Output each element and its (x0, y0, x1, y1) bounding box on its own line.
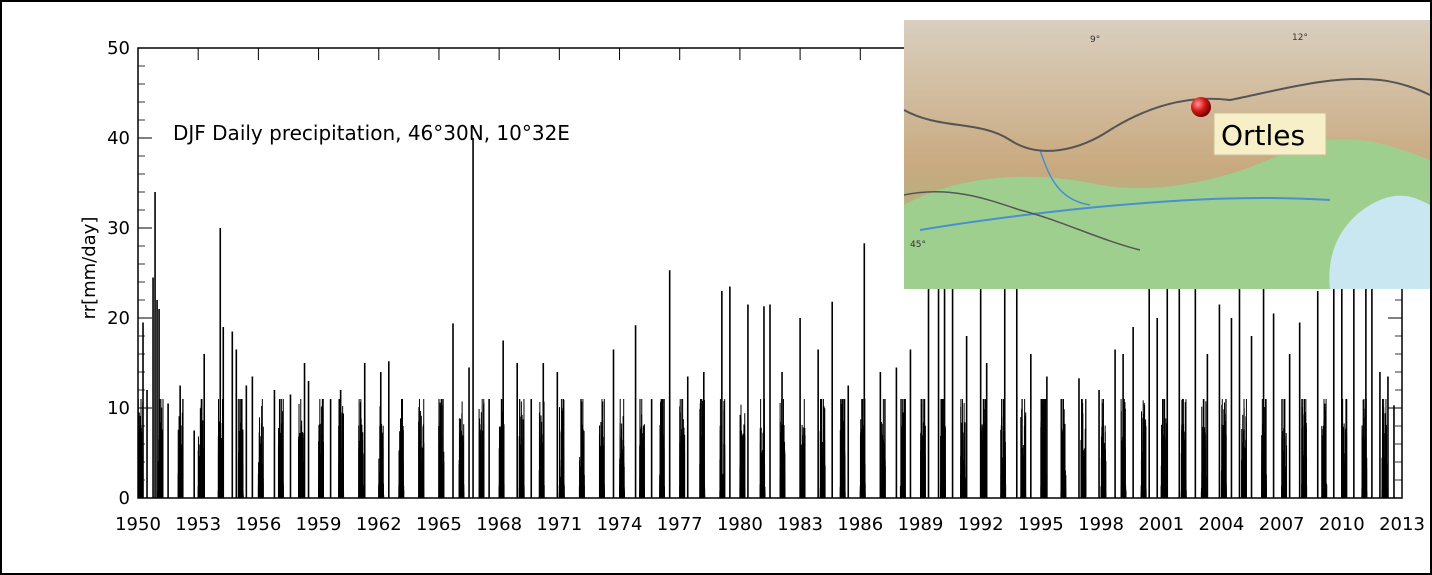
longitude-label-9: 9° (1090, 35, 1100, 45)
x-tick-label: 1962 (356, 514, 402, 535)
map-plain (904, 139, 1430, 289)
map-river (919, 196, 1331, 231)
y-tick-label: 20 (107, 308, 130, 329)
x-tick-label: 1959 (296, 514, 342, 535)
map-river-2 (1039, 149, 1091, 206)
inset-map: 9° 12° 45° Ortles (903, 20, 1431, 289)
x-tick-label: 1983 (777, 514, 823, 535)
x-tick-label: 2010 (1319, 514, 1365, 535)
x-tick-label: 1980 (717, 514, 763, 535)
marker-label-box (1213, 112, 1327, 156)
x-tick-label: 2004 (1199, 514, 1245, 535)
x-tick-label: 2007 (1259, 514, 1305, 535)
y-tick-label: 0 (119, 488, 130, 509)
x-tick-label: 1995 (1018, 514, 1064, 535)
x-tick-label: 1950 (115, 514, 161, 535)
x-tick-label: 1977 (657, 514, 703, 535)
x-axis-ticks: 1950 1953 1956 1959 1962 1965 1968 1971 1974 1977… (115, 48, 1425, 535)
y-axis-label: rr[mm/day] (79, 217, 100, 320)
x-tick-label: 1968 (476, 514, 522, 535)
y-tick-label: 40 (107, 128, 130, 149)
x-tick-label: 1992 (958, 514, 1004, 535)
latitude-label-45: 45° (910, 240, 926, 250)
x-tick-label: 2001 (1138, 514, 1184, 535)
x-tick-label: 1965 (416, 514, 462, 535)
chart-title: DJF Daily precipitation, 46°30N, 10°32E (173, 121, 570, 145)
background-noise (137, 399, 1388, 498)
map-border-2 (903, 190, 1141, 251)
x-tick-label: 1989 (898, 514, 944, 535)
x-tick-label: 1998 (1078, 514, 1124, 535)
y-tick-label: 10 (107, 398, 130, 419)
plot-area: 0 10 20 30 40 50 1950 1953 1956 1959 1962 1965 1968… (107, 38, 1425, 535)
y-tick-label: 50 (107, 38, 130, 59)
x-tick-label: 1953 (175, 514, 221, 535)
y-tick-label: 30 (107, 218, 130, 239)
longitude-label-12: 12° (1292, 33, 1308, 43)
map-sea (1329, 195, 1430, 289)
x-tick-label: 2013 (1379, 514, 1425, 535)
map-border (903, 78, 1431, 152)
x-tick-label: 1971 (536, 514, 582, 535)
location-marker (1191, 97, 1211, 117)
x-tick-label: 1956 (235, 514, 281, 535)
x-tick-label: 1974 (597, 514, 643, 535)
marker-label: Ortles (1221, 119, 1305, 152)
x-tick-label: 1986 (837, 514, 883, 535)
